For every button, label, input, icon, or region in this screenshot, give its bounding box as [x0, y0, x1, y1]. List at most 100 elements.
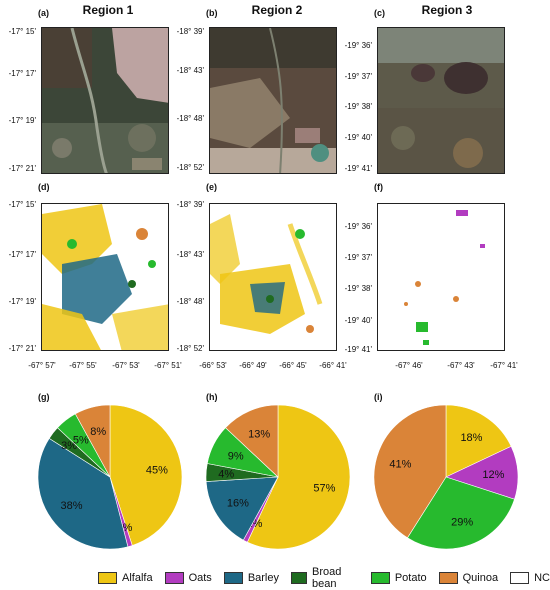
pie-slice-quinoa — [225, 404, 279, 478]
pie-value-label: 13% — [248, 428, 270, 440]
satellite-image-region-2 — [209, 27, 337, 174]
pie-chart-region-3: 18% 12% 29% 41% — [373, 404, 519, 550]
lat-tick: -18° 52' — [176, 344, 204, 353]
pie-slice-quinoa — [373, 404, 447, 539]
pie-value-label: 3% — [61, 440, 77, 452]
legend-label: Potato — [394, 572, 427, 584]
legend: Alfalfa Oats Barley Broad bean Potato Quinoa N… — [98, 566, 550, 590]
region-3-title: Region 3 — [421, 3, 473, 17]
legend-swatch — [370, 572, 390, 584]
lat-tick: -18° 48' — [176, 114, 204, 123]
pie-value-label: 12% — [482, 469, 504, 481]
satellite-image-region-3 — [377, 27, 505, 174]
legend-item-quinoa: Quinoa — [438, 566, 499, 590]
pie-value-label: 16% — [227, 497, 249, 509]
lon-tick: -66° 49' — [239, 361, 267, 370]
lat-tick: -19° 36' — [344, 41, 372, 50]
pie-value-label: 57% — [313, 482, 335, 494]
panel-label-f: (f) — [374, 182, 383, 192]
pie-slice-potato — [407, 476, 515, 550]
pie-value-label: 5% — [73, 434, 89, 446]
lat-tick: -17° 21' — [8, 164, 36, 173]
lat-tick: -19° 37' — [344, 72, 372, 81]
lat-tick: -17° 19' — [8, 297, 36, 306]
pie-value-label: 18% — [460, 432, 482, 444]
legend-swatch — [164, 572, 184, 584]
lat-tick: -19° 37' — [344, 253, 372, 262]
lat-tick: -17° 15' — [8, 200, 36, 209]
panel-label-g: (g) — [38, 392, 50, 402]
pie-chart-region-2: 57%1%16%4%9%13% — [205, 404, 351, 550]
legend-label: NC — [534, 572, 550, 584]
pie-slice-barley — [37, 438, 129, 550]
lat-tick: -18° 52' — [176, 163, 204, 172]
region-2-title: Region 2 — [251, 3, 303, 17]
pie-slice-alfalfa — [109, 404, 183, 546]
lat-tick: -19° 36' — [344, 222, 372, 231]
legend-label: Oats — [188, 572, 212, 584]
pie-value-label: 38% — [61, 500, 83, 512]
panel-label-a: (a) — [38, 8, 49, 18]
lat-tick: -19° 41' — [344, 164, 372, 173]
pie-value-label: 29% — [451, 517, 473, 529]
classification-map-region-2 — [209, 203, 337, 351]
lon-tick: -67° 46' — [395, 361, 423, 370]
lon-tick: -66° 45' — [279, 361, 307, 370]
legend-swatch — [510, 572, 530, 584]
lat-tick: -18° 39' — [176, 200, 204, 209]
legend-swatch — [438, 572, 458, 584]
lat-tick: -18° 43' — [176, 250, 204, 259]
legend-item-barley: Barley — [223, 566, 279, 590]
pie-chart-region-1: 45%1%38%3%5%8% — [37, 404, 183, 550]
pie-value-label: 41% — [389, 459, 411, 471]
satellite-image-region-1 — [41, 27, 169, 174]
lat-tick: -17° 21' — [8, 344, 36, 353]
legend-swatch — [291, 572, 307, 584]
lat-tick: -17° 17' — [8, 69, 36, 78]
pie-slice-quinoa — [74, 404, 111, 478]
panel-label-e: (e) — [206, 182, 217, 192]
classification-map-region-1 — [41, 203, 169, 351]
lon-tick: -67° 55' — [69, 361, 97, 370]
pie-slice-alfalfa — [445, 404, 512, 478]
legend-label: Broad bean — [311, 566, 342, 590]
lat-tick: -18° 39' — [176, 27, 204, 36]
lat-tick: -18° 48' — [176, 297, 204, 306]
lat-tick: -19° 38' — [344, 102, 372, 111]
lat-tick: -19° 41' — [344, 345, 372, 354]
lat-tick: -19° 40' — [344, 316, 372, 325]
lon-tick: -66° 41' — [319, 361, 347, 370]
lon-tick: -67° 43' — [447, 361, 475, 370]
region-1-title: Region 1 — [82, 3, 134, 17]
panel-label-h: (h) — [206, 392, 218, 402]
lon-tick: -67° 41' — [490, 361, 518, 370]
lat-tick: -17° 17' — [8, 250, 36, 259]
lon-tick: -66° 53' — [199, 361, 227, 370]
pie-value-label: 8% — [90, 426, 106, 438]
legend-item-nc: NC — [510, 566, 550, 590]
panel-label-b: (b) — [206, 8, 218, 18]
pie-slice-barley — [205, 476, 279, 541]
panel-label-d: (d) — [38, 182, 50, 192]
pie-value-label: 45% — [146, 465, 168, 477]
legend-item-oats: Oats — [164, 566, 212, 590]
panel-label-c: (c) — [374, 8, 385, 18]
legend-label: Quinoa — [462, 572, 499, 584]
lat-tick: -19° 38' — [344, 284, 372, 293]
legend-label: Barley — [247, 572, 279, 584]
pie-value-label: 9% — [228, 450, 244, 462]
legend-swatch — [98, 572, 117, 584]
lat-tick: -17° 15' — [8, 27, 36, 36]
legend-label: Alfalfa — [122, 572, 153, 584]
lon-tick: -67° 53' — [112, 361, 140, 370]
classification-map-region-3 — [377, 203, 505, 351]
lon-tick: -67° 51' — [154, 361, 182, 370]
panel-label-i: (i) — [374, 392, 383, 402]
pie-slice-alfalfa — [246, 404, 351, 550]
lat-tick: -19° 40' — [344, 133, 372, 142]
legend-item-broad-bean: Broad bean — [291, 566, 359, 590]
lat-tick: -17° 19' — [8, 116, 36, 125]
lat-tick: -18° 43' — [176, 66, 204, 75]
legend-item-alfalfa: Alfalfa — [98, 566, 153, 590]
legend-item-potato: Potato — [370, 566, 427, 590]
